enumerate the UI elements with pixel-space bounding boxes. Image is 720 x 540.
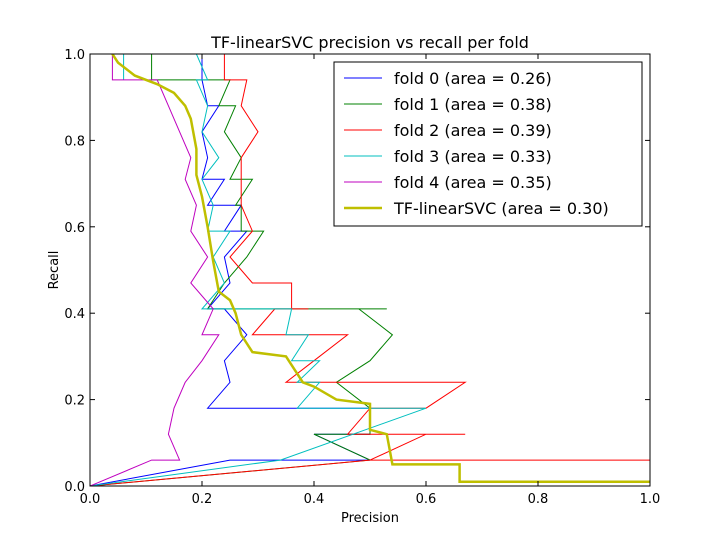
x-tick-label: 0.6 bbox=[416, 492, 437, 507]
x-tick-label: 0.8 bbox=[528, 492, 549, 507]
legend-label-4: fold 4 (area = 0.35) bbox=[394, 173, 552, 192]
series-line-5 bbox=[111, 54, 650, 483]
series-line-3 bbox=[90, 54, 427, 486]
y-tick-label: 0.2 bbox=[64, 394, 85, 409]
x-axis-title: Precision bbox=[341, 511, 399, 526]
legend-box bbox=[333, 61, 643, 227]
legend-label-2: fold 2 (area = 0.39) bbox=[394, 121, 552, 140]
chart-title: TF-linearSVC precision vs recall per fol… bbox=[210, 33, 529, 52]
legend: fold 0 (area = 0.26) fold 1 (area = 0.38)… bbox=[333, 61, 643, 227]
plot-area bbox=[90, 54, 650, 486]
axes-frame bbox=[89, 53, 651, 487]
legend-label-5: TF-linearSVC (area = 0.30) bbox=[393, 199, 609, 218]
x-tick-label: 1.0 bbox=[640, 492, 661, 507]
series-line-1 bbox=[90, 54, 394, 486]
y-tick-label: 0.4 bbox=[64, 307, 85, 322]
series-line-2 bbox=[90, 54, 650, 486]
x-tick-label: 0.2 bbox=[192, 492, 213, 507]
y-tick-label: 0.0 bbox=[64, 480, 85, 495]
x-tick-label: 0.0 bbox=[80, 492, 101, 507]
y-axis-title: Recall bbox=[47, 251, 62, 290]
x-tick-label: 0.4 bbox=[304, 492, 325, 507]
legend-label-0: fold 0 (area = 0.26) bbox=[394, 69, 552, 88]
series-group bbox=[90, 54, 650, 486]
y-tick-label: 0.6 bbox=[64, 221, 85, 236]
legend-label-3: fold 3 (area = 0.33) bbox=[394, 147, 552, 166]
legend-label-1: fold 1 (area = 0.38) bbox=[394, 95, 552, 114]
y-tick-label: 1.0 bbox=[64, 48, 85, 63]
axes: 0.0 0.2 0.4 0.6 0.8 1.0 0.0 0.2 0.4 0.6 0.8 1.0 bbox=[64, 48, 660, 507]
y-tick-label: 0.8 bbox=[64, 134, 85, 149]
series-line-4 bbox=[90, 54, 220, 486]
